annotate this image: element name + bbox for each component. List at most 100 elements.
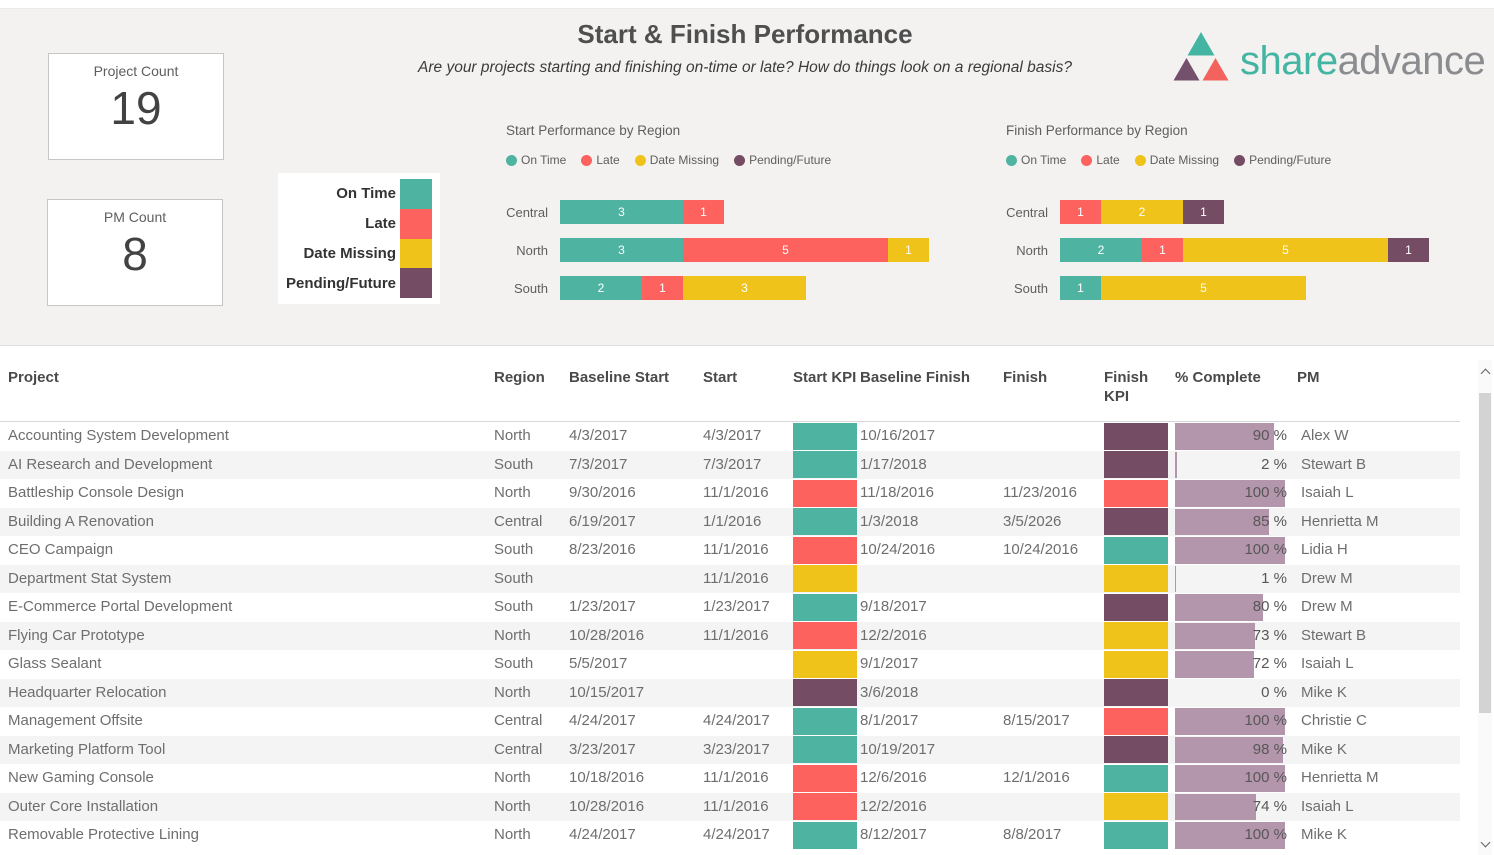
start-kpi-chip[interactable] (793, 593, 857, 621)
late-bar-segment[interactable]: 1 (1060, 200, 1101, 224)
column-header-finish[interactable]: Finish (1003, 369, 1048, 386)
column-header-pm[interactable]: PM (1297, 369, 1320, 386)
project-cell: Flying Car Prototype (8, 626, 145, 644)
late-bar-segment[interactable]: 1 (1142, 238, 1183, 262)
column-header-start[interactable]: Start (703, 369, 738, 386)
column-header-finish-kpi[interactable]: Finish KPI (1104, 369, 1149, 405)
table-row[interactable]: Accounting System Development North 4/3/20… (0, 422, 1460, 451)
table-row[interactable]: Department Stat System South 11/1/2016 1 % D… (0, 564, 1460, 594)
legend-item: Late (581, 153, 620, 167)
start-kpi-cell (793, 479, 860, 508)
date_missing-bar-segment[interactable]: 5 (1183, 238, 1388, 262)
category-label: North (516, 242, 548, 258)
on_time-bar-segment[interactable]: 3 (560, 200, 683, 224)
start-kpi-cell (793, 536, 860, 565)
column-header-start-kpi[interactable]: Start KPI (793, 369, 857, 386)
on_time-bar-segment[interactable]: 2 (560, 276, 642, 300)
table-row[interactable]: Flying Car Prototype North 10/28/2016 11/1/… (0, 621, 1460, 651)
start-kpi-cell (793, 793, 860, 822)
region-cell: South (494, 598, 534, 615)
finish-cell (1003, 622, 1104, 651)
finish-kpi-cell (1104, 679, 1175, 708)
baseline-start-cell: 10/18/2016 (569, 769, 645, 786)
pm-count-label: PM Count (103, 209, 167, 225)
table-row[interactable]: Removable Protective Lining North 4/24/201… (0, 821, 1460, 850)
finish-kpi-chip[interactable] (1104, 793, 1168, 821)
on_time-bar-segment[interactable]: 1 (1060, 276, 1101, 300)
start-kpi-chip[interactable] (793, 707, 857, 735)
start-kpi-chip[interactable] (793, 679, 857, 707)
chart-legend: On Time Late Date Missing Pending/Future (506, 152, 960, 168)
scrollbar-thumb[interactable] (1479, 393, 1491, 713)
finish-kpi-chip[interactable] (1104, 679, 1168, 707)
start-kpi-chip[interactable] (793, 736, 857, 764)
column-header-pct-complete[interactable]: % Complete (1175, 369, 1261, 386)
date_missing-bar-segment[interactable]: 5 (1101, 276, 1306, 300)
start-kpi-chip[interactable] (793, 536, 857, 564)
finish-kpi-chip[interactable] (1104, 508, 1168, 536)
start-kpi-chip[interactable] (793, 479, 857, 507)
start-kpi-chip[interactable] (793, 793, 857, 821)
table-row[interactable]: Management Offsite Central 4/24/2017 4/24/2… (0, 707, 1460, 736)
on_time-bar-segment[interactable]: 3 (560, 238, 683, 262)
finish-kpi-chip[interactable] (1104, 536, 1168, 564)
start-kpi-chip[interactable] (793, 565, 857, 593)
date_missing-bar-segment[interactable]: 1 (888, 238, 929, 262)
pending_future-bar-segment[interactable]: 1 (1183, 200, 1224, 224)
start-kpi-chip[interactable] (793, 650, 857, 678)
finish-kpi-chip[interactable] (1104, 821, 1168, 849)
table-row[interactable]: Outer Core Installation North 10/28/2016 11… (0, 792, 1460, 822)
table-row[interactable]: New Gaming Console North 10/18/2016 11/1/20… (0, 764, 1460, 793)
region-cell: Central (494, 740, 543, 758)
finish-kpi-cell (1104, 565, 1175, 594)
finish-kpi-chip[interactable] (1104, 451, 1168, 479)
table-row[interactable]: E-Commerce Portal Development South 1/23/2… (0, 593, 1460, 622)
finish-kpi-chip[interactable] (1104, 707, 1168, 735)
table-row[interactable]: Marketing Platform Tool Central 3/23/2017 3… (0, 735, 1460, 765)
logo-text-advance: advance (1337, 39, 1486, 83)
vertical-scrollbar[interactable] (1478, 360, 1492, 855)
late-bar-segment[interactable]: 1 (642, 276, 683, 300)
pct-complete-value: 100 % (1244, 484, 1287, 501)
start-kpi-chip[interactable] (793, 764, 857, 792)
finish-kpi-chip[interactable] (1104, 593, 1168, 621)
table-row[interactable]: AI Research and Development South 7/3/2017… (0, 450, 1460, 479)
column-header-baseline-finish[interactable]: Baseline Finish (860, 369, 971, 386)
logo-text-share: share (1240, 39, 1338, 83)
finish-kpi-chip[interactable] (1104, 650, 1168, 678)
pct-complete-bar (1175, 622, 1256, 649)
start-kpi-chip[interactable] (793, 821, 857, 849)
pct-complete-cell: 100 % (1175, 707, 1297, 736)
pending_future-bar-segment[interactable]: 1 (1388, 238, 1429, 262)
on_time-bar-segment[interactable]: 2 (1060, 238, 1142, 262)
table-row[interactable]: Building A Renovation Central 6/19/2017 1/1… (0, 507, 1460, 536)
column-header-baseline-start[interactable]: Baseline Start (569, 369, 670, 386)
scroll-down-icon[interactable] (1478, 835, 1492, 851)
bar-value-label: 1 (1405, 243, 1412, 257)
table-row[interactable]: CEO Campaign South 8/23/2016 11/1/2016 10/24… (0, 536, 1460, 565)
start-kpi-chip[interactable] (793, 451, 857, 479)
late-bar-segment[interactable]: 5 (683, 238, 888, 262)
page-subtitle: Are your projects starting and finishing… (418, 59, 1072, 76)
table-row[interactable]: Glass Sealant South 5/5/2017 9/1/2017 72 % Is… (0, 650, 1460, 679)
date_missing-bar-segment[interactable]: 3 (683, 276, 806, 300)
table-row[interactable]: Headquarter Relocation North 10/15/2017 3/6… (0, 678, 1460, 708)
scroll-up-icon[interactable] (1478, 366, 1492, 382)
baseline-finish-cell: 10/24/2016 (860, 541, 936, 558)
finish-kpi-chip[interactable] (1104, 622, 1168, 650)
finish-kpi-chip[interactable] (1104, 422, 1168, 450)
date_missing-bar-segment[interactable]: 2 (1101, 200, 1183, 224)
start-kpi-chip[interactable] (793, 508, 857, 536)
finish-kpi-chip[interactable] (1104, 479, 1168, 507)
finish-kpi-chip[interactable] (1104, 736, 1168, 764)
start-kpi-chip[interactable] (793, 622, 857, 650)
table-row[interactable]: Battleship Console Design North 9/30/2016 1… (0, 479, 1460, 508)
start-kpi-chip[interactable] (793, 422, 857, 450)
late-bar-segment[interactable]: 1 (683, 200, 724, 224)
finish-kpi-chip[interactable] (1104, 764, 1168, 792)
finish-kpi-chip[interactable] (1104, 565, 1168, 593)
column-header-project[interactable]: Project (8, 369, 59, 386)
finish-cell (1003, 736, 1104, 765)
column-header-region[interactable]: Region (494, 369, 545, 386)
finish-kpi-cell (1104, 650, 1175, 679)
